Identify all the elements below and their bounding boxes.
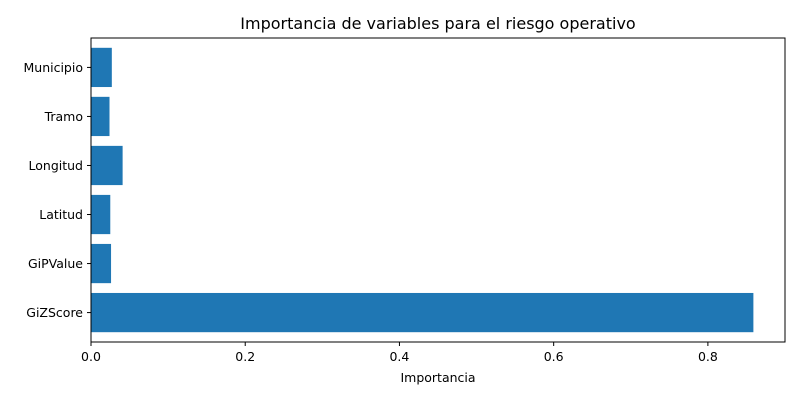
x-axis-label: Importancia — [400, 370, 475, 385]
y-tick-label: GiZScore — [26, 305, 83, 320]
x-tick-label: 0.2 — [235, 349, 255, 364]
x-axis: 0.0 0.2 0.4 0.6 0.8 — [81, 342, 718, 364]
bar-latitud — [91, 194, 111, 235]
y-tick-label: GiPValue — [28, 256, 83, 271]
bar-gizscore — [91, 292, 754, 333]
bars-group — [91, 47, 754, 333]
bar-gipvalue — [91, 243, 112, 284]
y-axis: GiZScore GiPValue Latitud Longitud Tramo Muni… — [23, 60, 91, 320]
y-tick-label: Longitud — [29, 158, 83, 173]
y-tick-label: Latitud — [39, 207, 83, 222]
bar-longitud — [91, 145, 123, 186]
y-tick-label: Tramo — [44, 109, 83, 124]
bar-municipio — [91, 47, 112, 88]
x-tick-label: 0.4 — [389, 349, 409, 364]
x-tick-label: 0.0 — [81, 349, 101, 364]
x-tick-label: 0.6 — [544, 349, 564, 364]
x-tick-label: 0.8 — [698, 349, 718, 364]
bar-tramo — [91, 96, 110, 137]
chart-title: Importancia de variables para el riesgo … — [240, 14, 635, 33]
y-tick-label: Municipio — [23, 60, 83, 75]
plot-frame — [90, 37, 786, 343]
